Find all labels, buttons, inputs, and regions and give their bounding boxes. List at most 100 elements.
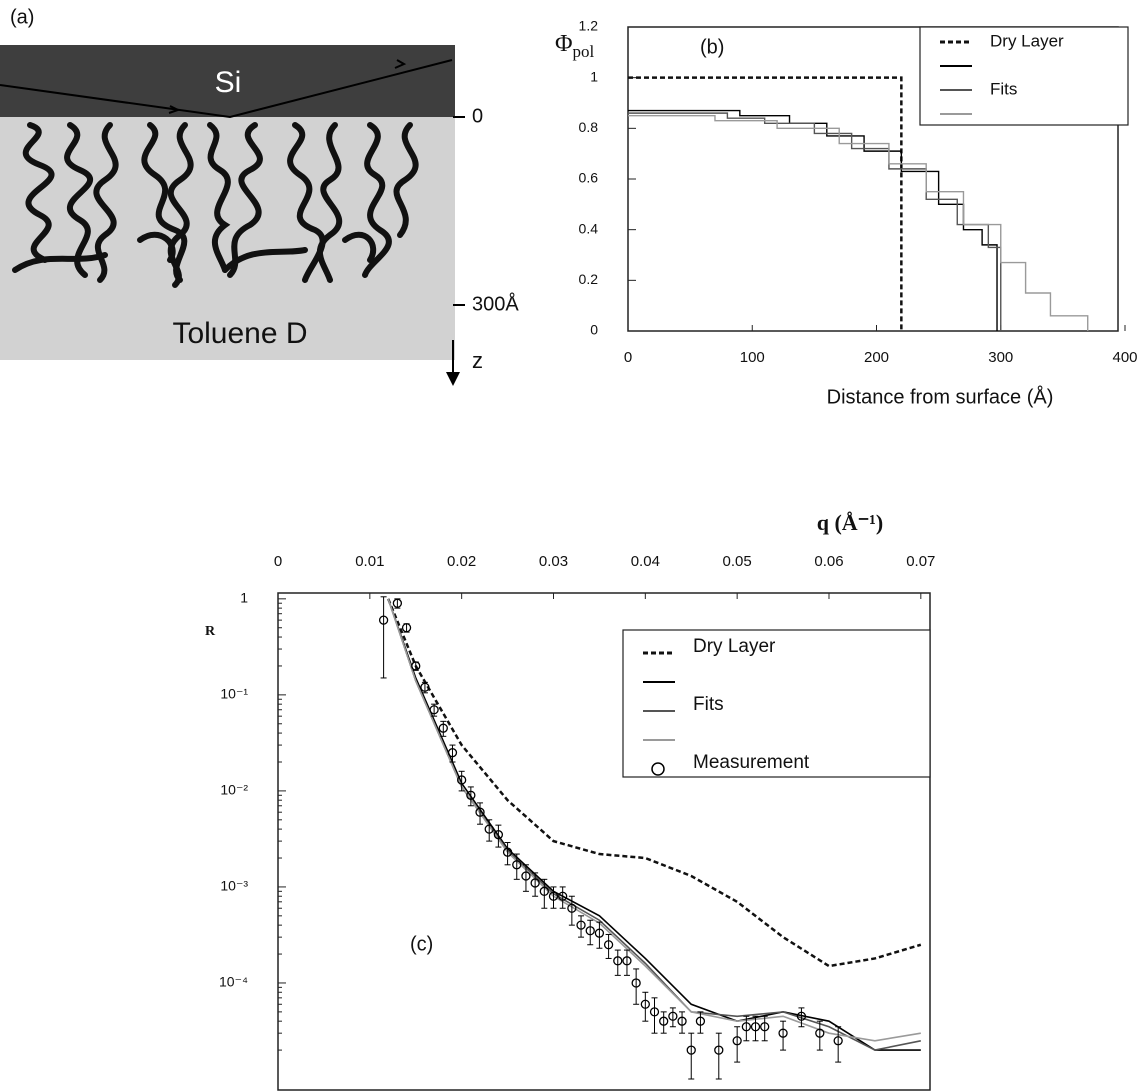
series-line (628, 114, 1089, 331)
x-tick-label: 0.03 (539, 553, 568, 570)
y-tick-label: 0.8 (579, 119, 599, 135)
data-point (649, 1007, 660, 1017)
depth-label: 0 (472, 105, 483, 127)
y-tick-label: 1 (240, 590, 248, 606)
data-point (640, 999, 650, 1009)
data-point (750, 1022, 761, 1032)
x-tick-label: 0.06 (814, 553, 843, 570)
data-point (714, 1045, 724, 1055)
si-layer (0, 45, 455, 117)
x-tick-label: 0 (624, 349, 632, 366)
y-tick-label: 0.4 (579, 220, 599, 236)
data-point (613, 956, 623, 966)
x-tick-label: 100 (740, 349, 765, 366)
data-point (558, 891, 568, 901)
y-tick-label: 10⁻³ (220, 878, 248, 894)
data-point (466, 790, 476, 800)
data-point (530, 878, 540, 888)
data-point (760, 1022, 770, 1032)
data-point (420, 682, 430, 692)
data-point (659, 1016, 669, 1026)
data-point (438, 723, 448, 733)
diagram: (a) Si Toluene D 0 300Å z (0, 6, 519, 386)
data-point (732, 1036, 742, 1046)
data-point (796, 1011, 807, 1021)
y-tick-label: 0.6 (579, 170, 599, 186)
data-point (603, 940, 614, 950)
data-point (475, 807, 485, 817)
x-tick-label: 0 (274, 553, 282, 570)
x-tick-label: 200 (864, 349, 889, 366)
data-point (429, 705, 439, 715)
legend-label: Fits (990, 79, 1017, 98)
solvent-layer (0, 117, 455, 360)
legend-label: Measurement (693, 752, 810, 773)
data-point (576, 920, 586, 930)
x-axis-title: Distance from surface (Å) (827, 385, 1054, 408)
y-axis-title-sub: pol (573, 42, 595, 61)
data-point (457, 775, 467, 785)
z-arrow (446, 372, 460, 386)
beam (0, 59, 453, 119)
data-point (401, 623, 412, 633)
data-point (392, 598, 403, 608)
data-point (378, 615, 389, 625)
data-point (512, 860, 522, 870)
x-tick-label: 0.02 (447, 553, 476, 570)
data-point (493, 830, 504, 840)
x-tick-label: 0.05 (723, 553, 752, 570)
plot-area (378, 596, 922, 1080)
y-tick-label: 10⁻⁴ (219, 974, 248, 990)
data-point (502, 847, 513, 857)
data-point (695, 1016, 706, 1026)
data-point (686, 1045, 696, 1055)
y-tick-label: 0.2 (579, 271, 599, 287)
data-point (594, 928, 605, 938)
y-axis-title: R (205, 624, 216, 639)
x-axis-title: q (Å⁻¹) (817, 510, 883, 535)
beam-arrows (168, 59, 407, 114)
series-line (628, 109, 998, 331)
x-tick-label: 400 (1112, 349, 1137, 366)
x-tick-label: 0.07 (906, 553, 935, 570)
legend-box (622, 629, 931, 778)
axis-label: z (472, 348, 483, 373)
series-line (387, 598, 922, 968)
legend-marker (651, 762, 665, 776)
data-point (411, 661, 421, 671)
data-point (741, 1022, 751, 1032)
x-tick-label: 0.04 (631, 553, 660, 570)
y-tick-label: 1.2 (579, 18, 599, 34)
chains (12, 122, 419, 288)
y-axis-title-main: Φ (555, 31, 573, 57)
legend-box (919, 26, 1129, 126)
depth-label: 300Å (472, 292, 519, 315)
y-axis-title: Φpol (555, 31, 595, 61)
data-point (484, 824, 494, 834)
annotation: (c) (410, 933, 433, 955)
x-tick-label: 0.01 (355, 553, 384, 570)
legend-label: Dry Layer (990, 31, 1064, 50)
data-point (521, 871, 531, 881)
plot-area (628, 76, 1089, 331)
data-point (622, 956, 632, 966)
data-point (567, 903, 577, 913)
data-point (677, 1016, 687, 1026)
layer-label: Si (215, 66, 242, 99)
data-point (447, 748, 458, 758)
data-point (668, 1011, 678, 1021)
y-tick-label: 10⁻² (220, 782, 248, 798)
series-line (628, 112, 1002, 331)
y-tick-label: 1 (590, 68, 598, 84)
y-tick-label: 0 (590, 322, 598, 338)
annotation: (b) (700, 36, 724, 58)
data-point (778, 1028, 788, 1038)
data-point (548, 891, 559, 901)
series-line (628, 76, 903, 331)
panel-label: (a) (10, 6, 34, 28)
data-point (815, 1028, 825, 1038)
layer-label: Toluene D (172, 317, 307, 350)
y-tick-label: 10⁻¹ (220, 686, 248, 702)
data-point (631, 978, 641, 988)
